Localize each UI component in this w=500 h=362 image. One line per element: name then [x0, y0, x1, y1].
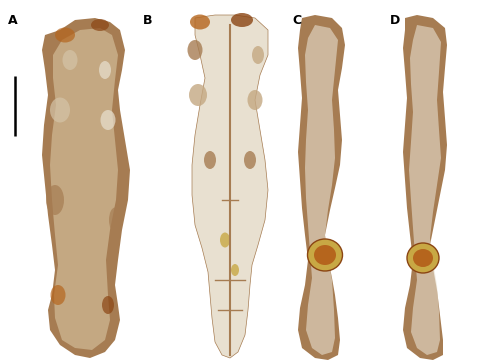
Ellipse shape	[204, 151, 216, 169]
Polygon shape	[298, 15, 345, 360]
Ellipse shape	[100, 110, 116, 130]
Ellipse shape	[189, 84, 207, 106]
Ellipse shape	[188, 40, 202, 60]
Ellipse shape	[55, 28, 75, 42]
Ellipse shape	[248, 90, 262, 110]
Ellipse shape	[308, 239, 342, 271]
Text: B: B	[143, 14, 152, 27]
Ellipse shape	[50, 97, 70, 122]
Ellipse shape	[99, 61, 111, 79]
Polygon shape	[50, 28, 118, 350]
Ellipse shape	[46, 185, 64, 215]
Ellipse shape	[102, 296, 114, 314]
Text: D: D	[390, 14, 400, 27]
Ellipse shape	[314, 245, 336, 265]
Ellipse shape	[50, 285, 66, 305]
Ellipse shape	[91, 19, 109, 31]
Ellipse shape	[62, 50, 78, 70]
Polygon shape	[305, 25, 338, 355]
Ellipse shape	[244, 151, 256, 169]
Polygon shape	[192, 15, 268, 358]
Ellipse shape	[407, 243, 439, 273]
Ellipse shape	[252, 46, 264, 64]
Ellipse shape	[109, 207, 121, 232]
Ellipse shape	[231, 264, 239, 276]
Ellipse shape	[413, 249, 433, 267]
Text: A: A	[8, 14, 18, 27]
Polygon shape	[409, 25, 441, 355]
Text: C: C	[292, 14, 301, 27]
Polygon shape	[42, 18, 130, 358]
Polygon shape	[403, 15, 447, 360]
Ellipse shape	[231, 13, 253, 27]
Ellipse shape	[190, 14, 210, 29]
Ellipse shape	[220, 232, 230, 248]
